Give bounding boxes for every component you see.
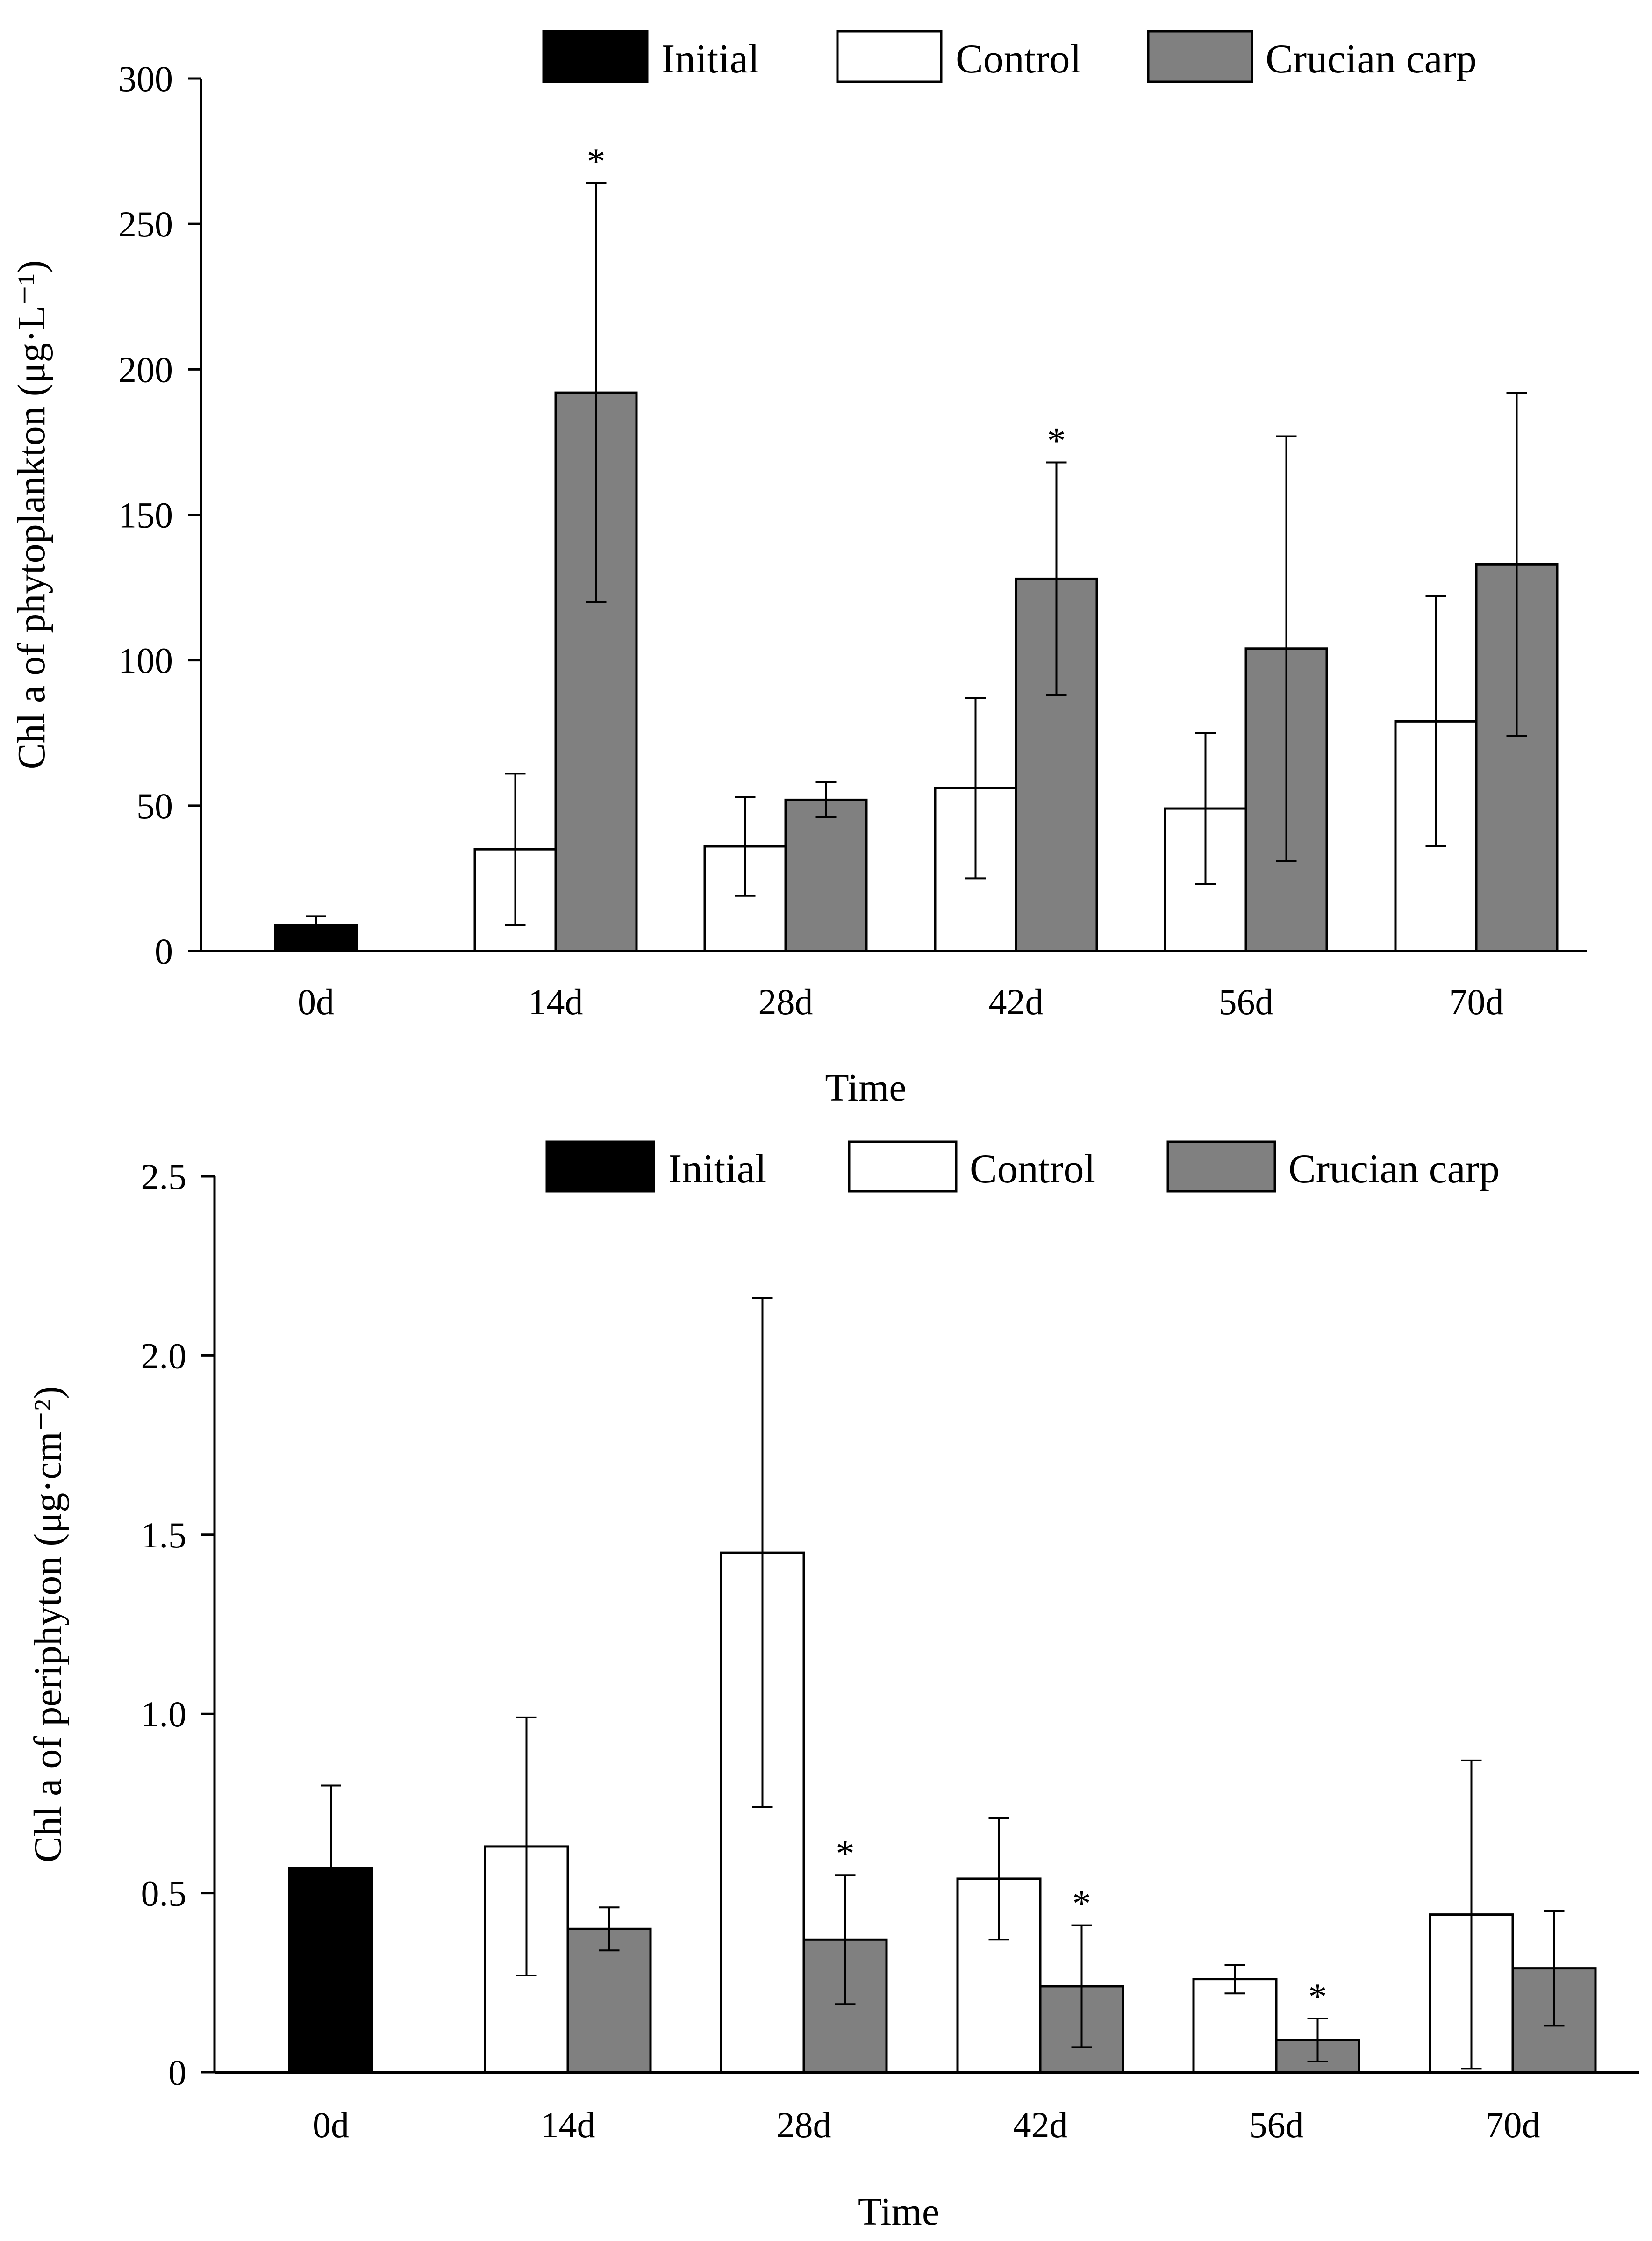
y-axis-title: Chl a of periphyton (μg·cm⁻²): [26, 1386, 70, 1863]
x-tick-label: 0d: [298, 981, 334, 1022]
y-tick-label: 1.0: [141, 1694, 187, 1734]
legend-label-initial: Initial: [668, 1146, 766, 1192]
x-tick-label: 56d: [1249, 2105, 1304, 2145]
legend-label-initial: Initial: [661, 36, 759, 82]
y-tick-label: 200: [118, 349, 173, 390]
x-tick-label: 56d: [1219, 981, 1273, 1022]
significance-marker: *: [1073, 1883, 1091, 1925]
x-tick-label: 14d: [541, 2105, 595, 2145]
legend-label-control: Control: [956, 36, 1081, 82]
legend-swatch-control: [848, 1140, 958, 1193]
x-tick-label: 28d: [758, 981, 813, 1022]
y-tick-label: 100: [118, 640, 173, 681]
y-tick-label: 2.5: [141, 1156, 187, 1197]
significance-marker: *: [587, 141, 606, 182]
legend-swatch-control: [836, 30, 943, 83]
phytoplankton-chart: 0 50 100 150 200 250 300 0d 14d 28d 42d 56d 70d Time C…: [10, 30, 1587, 1110]
x-tick-label: 42d: [989, 981, 1044, 1022]
x-tick-label: 28d: [777, 2105, 831, 2145]
y-tick-label: 300: [118, 58, 173, 99]
y-axis-title: Chl a of phytoplankton (μg·L⁻¹): [10, 260, 53, 770]
periphyton-chart: 0 0.5 1.0 1.5 2.0 2.5 0d 14d 28d 42d 56d 70d Time Chl…: [26, 1140, 1639, 2234]
legend-swatch-crucian: [1166, 1140, 1276, 1193]
y-tick-label: 0: [155, 931, 173, 972]
x-tick-label: 70d: [1449, 981, 1504, 1022]
x-tick-label: 0d: [313, 2105, 349, 2145]
legend-label-crucian: Crucian carp: [1266, 36, 1477, 82]
y-tick-label: 2.0: [141, 1335, 187, 1376]
x-tick-label: 14d: [529, 981, 583, 1022]
crucian-bar: [784, 798, 868, 952]
significance-marker: *: [836, 1833, 855, 1874]
crucian-bar: [566, 1927, 652, 2074]
y-tick-label: 1.5: [141, 1515, 187, 1555]
control-bar: [1192, 1978, 1278, 2074]
x-tick-label: 70d: [1486, 2105, 1540, 2145]
x-axis-title: Time: [825, 1066, 906, 1110]
significance-marker: *: [1309, 1976, 1327, 2018]
y-tick-label: 50: [136, 786, 173, 826]
y-tick-label: 150: [118, 495, 173, 536]
legend-swatch-initial: [545, 1140, 655, 1193]
x-tick-label: 42d: [1013, 2105, 1068, 2145]
legend-swatch-crucian: [1147, 30, 1253, 83]
legend-label-control: Control: [970, 1146, 1095, 1192]
y-tick-label: 0: [168, 2052, 186, 2093]
y-tick-label: 0.5: [141, 1873, 187, 1914]
legend-swatch-initial: [542, 30, 649, 83]
significance-marker: *: [1047, 420, 1066, 461]
x-axis-title: Time: [858, 2190, 939, 2234]
y-tick-label: 250: [118, 204, 173, 244]
legend-label-crucian: Crucian carp: [1288, 1146, 1500, 1192]
